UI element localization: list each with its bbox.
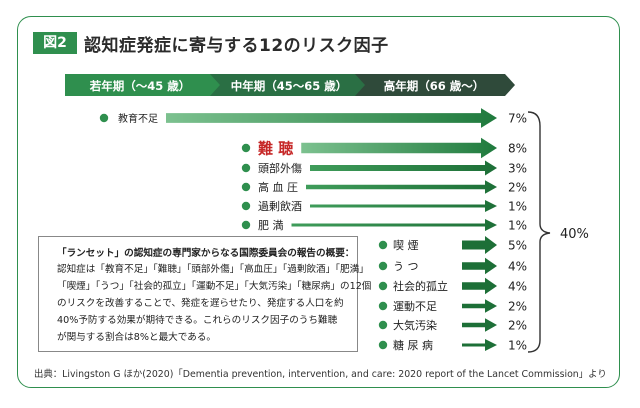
factor-label: 高 血 圧 xyxy=(258,180,298,194)
factor-value: 5% xyxy=(508,239,527,253)
factor-value: 1% xyxy=(508,339,527,353)
note-line: が関与する割合は8%と最大である。 xyxy=(57,332,217,343)
factor-arrow xyxy=(310,160,497,176)
factor-value: 3% xyxy=(508,162,527,176)
note-line: 認知症は「教育不足」「難聴」「頭部外傷」「高血圧」「過剰飲酒」「肥満」 xyxy=(57,264,369,275)
factor-label: 社会的孤立 xyxy=(393,279,448,293)
factor-label: う つ xyxy=(393,260,419,273)
factor-label: 頭部外傷 xyxy=(258,161,302,175)
factor-arrow xyxy=(301,137,497,159)
factor-value: 8% xyxy=(508,142,527,156)
factor-bullet xyxy=(241,220,251,230)
factor-arrow xyxy=(462,299,497,313)
factor-bullet xyxy=(99,113,109,123)
factor-bullet xyxy=(378,301,388,311)
phase-chevron xyxy=(210,74,370,96)
total-value: 40% xyxy=(560,227,589,242)
note-line: 「喫煙」「うつ」「社会的孤立」「運動不足」「大気汚染」「糖尿病」の12個 xyxy=(57,281,372,292)
factor-arrow xyxy=(310,200,497,212)
factor-value: 4% xyxy=(508,260,527,274)
factor-label: 肥 満 xyxy=(258,219,284,232)
factor-label: 教育不足 xyxy=(118,112,158,125)
factor-bullet xyxy=(241,143,251,153)
factor-bullet xyxy=(378,240,388,250)
phase-chevron xyxy=(65,74,225,96)
total-brace xyxy=(527,111,551,353)
factor-bullet xyxy=(378,320,388,330)
note-line: のリスクを改善することで、発症を遅らせたり、発症する人口を約 xyxy=(57,298,344,309)
factor-value: 2% xyxy=(508,181,527,195)
factor-label: 過剰飲酒 xyxy=(258,199,302,213)
factor-arrow xyxy=(306,180,497,194)
factor-arrow xyxy=(462,339,497,351)
factor-arrow xyxy=(462,236,497,254)
factor-value: 2% xyxy=(508,300,527,314)
figure-badge: 図2 xyxy=(33,32,77,54)
factor-bullet xyxy=(378,281,388,291)
factor-arrow xyxy=(462,257,497,275)
factor-value: 1% xyxy=(508,219,527,233)
figure-title: 認知症発症に寄与する12のリスク因子 xyxy=(84,36,389,56)
factor-value: 2% xyxy=(508,319,527,333)
factor-bullet xyxy=(241,163,251,173)
factor-arrow xyxy=(462,318,497,332)
factor-arrow xyxy=(462,277,497,295)
phase-label: 中年期（45〜65 歳） xyxy=(231,79,348,93)
source-citation: 出典：Livingston G ほか(2020)「Dementia preven… xyxy=(34,369,607,380)
factor-label: 喫 煙 xyxy=(393,239,419,252)
factor-bullet xyxy=(241,182,251,192)
factor-value: 7% xyxy=(508,112,527,126)
factor-arrow xyxy=(166,108,497,128)
note-heading: 「ランセット」の認知症の専門家からなる国際委員会の報告の概要： xyxy=(57,248,355,259)
factor-bullet xyxy=(378,340,388,350)
summary-note-box xyxy=(38,236,358,352)
factor-value: 4% xyxy=(508,280,527,294)
factor-value: 1% xyxy=(508,200,527,214)
factor-label: 運動不足 xyxy=(393,299,437,313)
factor-bullet xyxy=(378,261,388,271)
phase-label: 高年期（66 歳〜） xyxy=(384,79,485,93)
note-line: 40%予防する効果が期待できる。これらのリスク因子のうち難聴 xyxy=(57,315,338,326)
factor-label: 大気汚染 xyxy=(393,318,437,332)
phase-label: 若年期（〜45 歳） xyxy=(90,79,191,93)
factor-label: 難 聴 xyxy=(258,140,293,158)
phase-chevron xyxy=(355,74,515,96)
factor-bullet xyxy=(241,201,251,211)
factor-arrow xyxy=(291,219,497,231)
factor-label: 糖 尿 病 xyxy=(393,338,433,352)
